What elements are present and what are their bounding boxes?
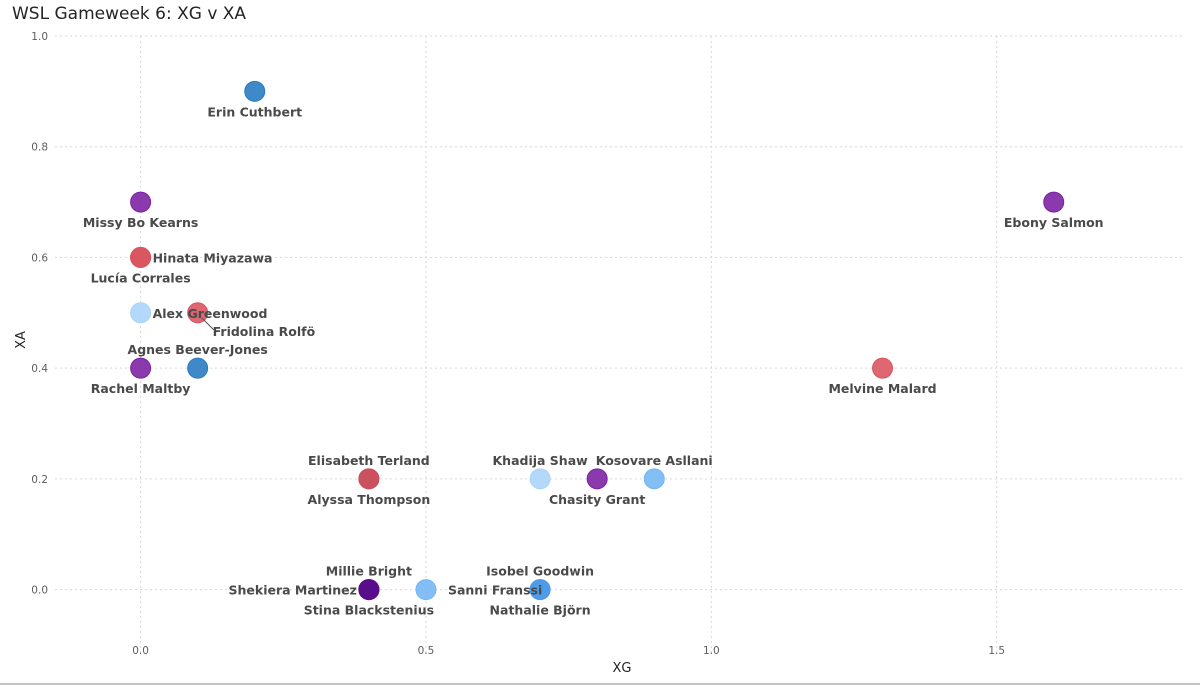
point-label: Rachel Maltby <box>91 381 191 396</box>
data-point <box>130 357 152 379</box>
point-label: Shekiera Martinez <box>229 583 357 598</box>
point-label: Nathalie Björn <box>490 603 591 618</box>
data-point <box>358 579 380 601</box>
x-axis-title: XG <box>613 661 632 676</box>
data-point <box>187 357 209 379</box>
axis-layer: 0.0 0.2 0.4 0.6 0.8 1.0 0.0 0.5 1.0 1.5 XG XA <box>0 31 1200 685</box>
point-label: Millie Bright <box>326 564 412 579</box>
data-point <box>1043 191 1065 213</box>
data-point <box>358 468 380 490</box>
y-tick-label: 1.0 <box>31 31 48 43</box>
x-tick-label: 0.0 <box>132 645 149 657</box>
data-point <box>130 246 152 268</box>
point-label: Stina Blackstenius <box>304 603 434 618</box>
y-axis-title: XA <box>14 331 29 349</box>
point-label: Sanni Franssi <box>448 583 542 598</box>
point-label: Elisabeth Terland <box>308 453 430 468</box>
points-layer <box>130 80 1065 601</box>
y-tick-label: 0.6 <box>31 252 48 264</box>
chart-title: WSL Gameweek 6: XG v XA <box>12 4 247 24</box>
point-label: Agnes Beever-Jones <box>128 342 268 357</box>
data-point <box>130 191 152 213</box>
grid-layer <box>55 35 1185 656</box>
x-tick-label: 0.5 <box>418 645 435 657</box>
data-point <box>130 302 152 324</box>
data-point <box>872 357 894 379</box>
x-tick-label: 1.5 <box>988 645 1005 657</box>
point-label: Isobel Goodwin <box>486 564 594 579</box>
data-point <box>586 468 608 490</box>
point-label: Alyssa Thompson <box>308 492 431 507</box>
data-point <box>529 579 551 601</box>
y-tick-label: 0.2 <box>31 474 48 486</box>
point-label: Fridolina Rolfö <box>213 324 316 339</box>
leader-line <box>201 317 215 331</box>
data-point <box>643 468 665 490</box>
point-labels-layer: Erin Cuthbert Missy Bo Kearns Ebony Salmon… <box>83 104 1104 617</box>
point-label: Hinata Miyazawa <box>153 250 273 265</box>
point-label: Missy Bo Kearns <box>83 215 198 230</box>
point-label: Chasity Grant <box>549 492 645 507</box>
x-tick-label: 1.0 <box>703 645 720 657</box>
data-point <box>415 579 437 601</box>
data-point <box>244 80 266 102</box>
data-point <box>187 302 209 324</box>
point-label: Alex Greenwood <box>153 306 268 321</box>
point-label: Lucía Corrales <box>91 270 191 285</box>
data-point <box>529 468 551 490</box>
y-tick-label: 0.4 <box>31 363 48 375</box>
point-label: Melvine Malard <box>828 381 936 396</box>
point-label: Erin Cuthbert <box>207 104 302 119</box>
y-tick-label: 0.0 <box>31 585 48 597</box>
y-tick-label: 0.8 <box>31 142 48 154</box>
point-label: Kosovare Asllani <box>596 453 713 468</box>
point-label: Khadija Shaw <box>492 453 588 468</box>
point-label: Ebony Salmon <box>1004 215 1104 230</box>
